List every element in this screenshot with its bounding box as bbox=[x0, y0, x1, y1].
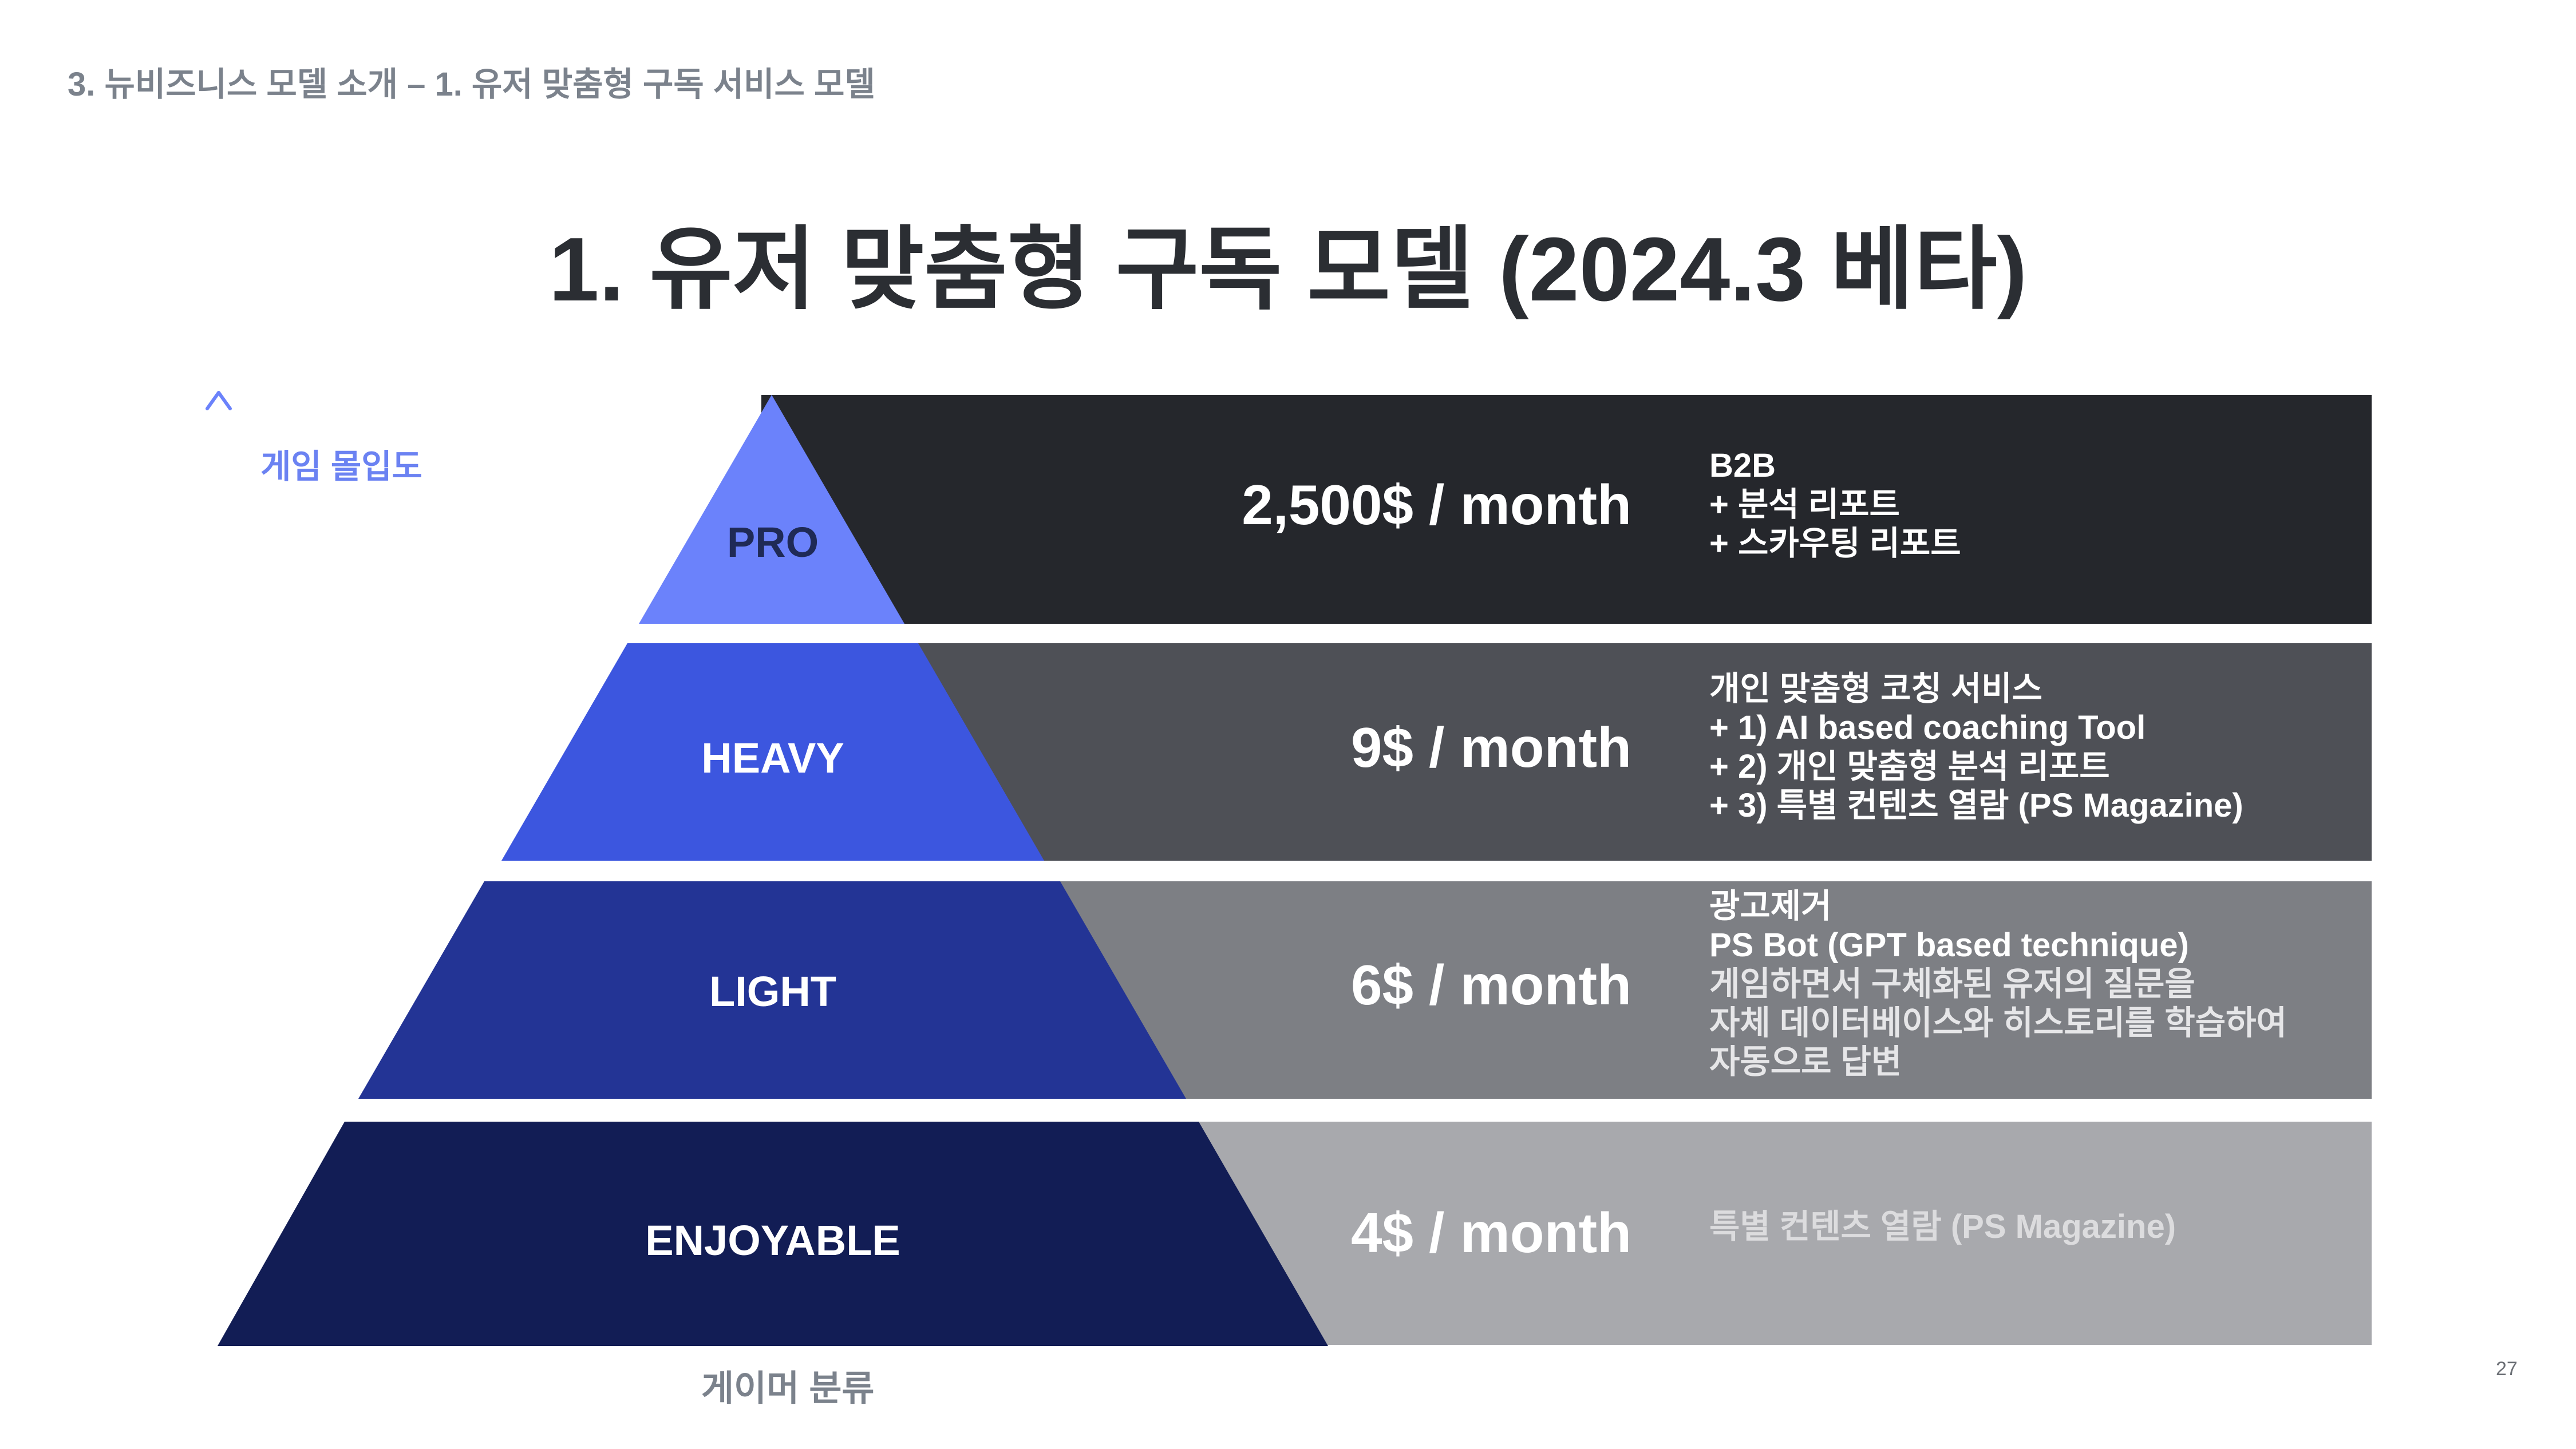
tier-price-heavy: 9$ / month bbox=[1350, 716, 1631, 779]
tier-band-pro bbox=[761, 395, 2372, 624]
feature-line: 자체 데이터베이스와 히스토리를 학습하여 bbox=[1709, 1004, 2287, 1042]
pyramid-tier-light bbox=[358, 881, 1186, 1099]
tier-features-heavy: 개인 맞춤형 코칭 서비스 + 1) AI based coaching Too… bbox=[1709, 670, 2243, 825]
breadcrumb: 3. 뉴비즈니스 모델 소개 – 1. 유저 맞춤형 구독 서비스 모델 bbox=[68, 66, 875, 103]
feature-line: PS Bot (GPT based technique) bbox=[1709, 927, 2189, 964]
feature-line: + 스카우팅 리포트 bbox=[1709, 525, 1961, 562]
tier-features-light: 광고제거 PS Bot (GPT based technique) 게임하면서 … bbox=[1709, 887, 2287, 1082]
feature-line: 광고제거 bbox=[1709, 888, 1832, 925]
feature-line: 게임하면서 구체화된 유저의 질문을 bbox=[1709, 965, 2195, 1003]
feature-line: 개인 맞춤형 코칭 서비스 bbox=[1709, 670, 2042, 707]
feature-line: + 1) AI based coaching Tool bbox=[1709, 709, 2146, 746]
tier-features-enjoyable: 특별 컨텐츠 열람 (PS Magazine) bbox=[1709, 1208, 2176, 1246]
feature-line: + 분석 리포트 bbox=[1709, 486, 1900, 523]
tier-label-light: LIGHT bbox=[709, 968, 836, 1015]
feature-line: 자동으로 답변 bbox=[1709, 1043, 1902, 1080]
y-axis-label: 게임 몰입도 bbox=[260, 448, 422, 485]
page-number: 27 bbox=[2496, 1358, 2518, 1380]
feature-line: + 3) 특별 컨텐츠 열람 (PS Magazine) bbox=[1709, 787, 2243, 824]
tier-label-enjoyable: ENJOYABLE bbox=[645, 1217, 900, 1264]
pyramid-tier-enjoyable bbox=[218, 1122, 1328, 1346]
tier-price-light: 6$ / month bbox=[1350, 953, 1631, 1016]
tier-label-pro: PRO bbox=[726, 518, 819, 566]
x-axis-label: 게이머 분류 bbox=[701, 1369, 875, 1408]
page-title: 1. 유저 맞춤형 구독 모델 (2024.3 베타) bbox=[548, 219, 2028, 320]
feature-line: + 2) 개인 맞춤형 분석 리포트 bbox=[1709, 748, 2110, 785]
pyramid-tier-pro bbox=[639, 395, 904, 624]
tier-price-enjoyable: 4$ / month bbox=[1350, 1201, 1631, 1264]
tier-price-pro: 2,500$ / month bbox=[1242, 473, 1631, 536]
y-axis-arrowhead bbox=[206, 391, 232, 410]
pyramid-tier-heavy bbox=[501, 643, 1044, 861]
feature-line: B2B bbox=[1709, 447, 1776, 484]
tier-label-heavy: HEAVY bbox=[701, 734, 844, 782]
feature-line: 특별 컨텐츠 열람 (PS Magazine) bbox=[1709, 1208, 2176, 1245]
tier-features-pro: B2B + 분석 리포트 + 스카우팅 리포트 bbox=[1709, 446, 1961, 563]
tier-band-heavy bbox=[761, 643, 2372, 861]
